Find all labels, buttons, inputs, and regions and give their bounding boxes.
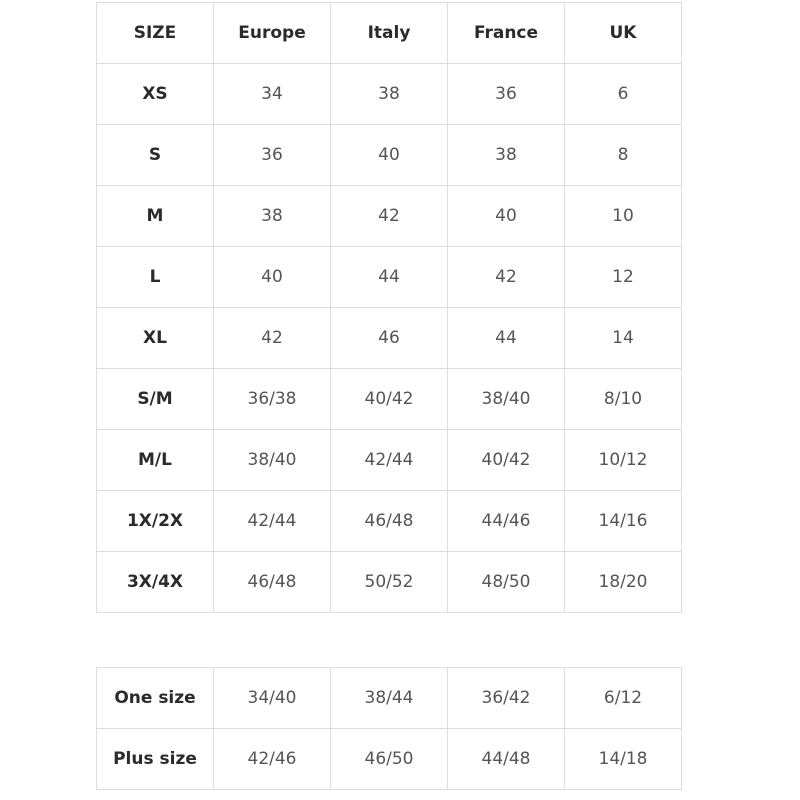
size-label-cell: S [96,124,214,186]
table-row: Plus size 42/46 46/50 44/48 14/18 [96,728,682,790]
size-value-cell: 42/44 [330,429,448,491]
size-value-cell: 44 [447,307,565,369]
size-value-cell: 36/42 [447,667,565,729]
table-row: 1X/2X 42/44 46/48 44/46 14/16 [96,490,682,552]
table-row: One size 34/40 38/44 36/42 6/12 [96,667,682,729]
size-value-cell: 42/46 [213,728,331,790]
column-header: Europe [213,2,331,64]
size-label-cell: 3X/4X [96,551,214,613]
table-row: 3X/4X 46/48 50/52 48/50 18/20 [96,551,682,613]
size-value-cell: 44 [330,246,448,308]
size-value-cell: 46/48 [213,551,331,613]
size-value-cell: 38 [213,185,331,247]
size-value-cell: 8 [564,124,682,186]
size-value-cell: 36/38 [213,368,331,430]
table-row: XL 42 46 44 14 [96,307,682,369]
size-label-cell: XL [96,307,214,369]
size-label-cell: 1X/2X [96,490,214,552]
size-value-cell: 38 [330,63,448,125]
table-row: M/L 38/40 42/44 40/42 10/12 [96,429,682,491]
size-value-cell: 50/52 [330,551,448,613]
size-value-cell: 36 [213,124,331,186]
column-header: UK [564,2,682,64]
size-value-cell: 38/44 [330,667,448,729]
table-row: S/M 36/38 40/42 38/40 8/10 [96,368,682,430]
size-label-cell: M [96,185,214,247]
size-value-cell: 14/16 [564,490,682,552]
size-value-cell: 12 [564,246,682,308]
size-value-cell: 44/46 [447,490,565,552]
size-value-cell: 46 [330,307,448,369]
size-value-cell: 10/12 [564,429,682,491]
size-value-cell: 14 [564,307,682,369]
size-value-cell: 40 [213,246,331,308]
size-value-cell: 40/42 [330,368,448,430]
size-value-cell: 42 [330,185,448,247]
size-value-cell: 10 [564,185,682,247]
size-value-cell: 14/18 [564,728,682,790]
size-value-cell: 6/12 [564,667,682,729]
size-value-cell: 38/40 [447,368,565,430]
size-value-cell: 40 [447,185,565,247]
header-row: SIZE Europe Italy France UK [96,2,682,64]
size-value-cell: 34 [213,63,331,125]
table-row: L 40 44 42 12 [96,246,682,308]
size-value-cell: 42/44 [213,490,331,552]
size-value-cell: 46/48 [330,490,448,552]
size-value-cell: 38/40 [213,429,331,491]
size-label-cell: S/M [96,368,214,430]
column-header: Italy [330,2,448,64]
size-value-cell: 38 [447,124,565,186]
size-label-cell: L [96,246,214,308]
column-header: SIZE [96,2,214,64]
size-label-cell: Plus size [96,728,214,790]
size-label-cell: XS [96,63,214,125]
column-header: France [447,2,565,64]
size-value-cell: 42 [447,246,565,308]
size-value-cell: 40/42 [447,429,565,491]
size-label-cell: M/L [96,429,214,491]
size-value-cell: 40 [330,124,448,186]
table-row: M 38 42 40 10 [96,185,682,247]
size-value-cell: 8/10 [564,368,682,430]
size-value-cell: 42 [213,307,331,369]
size-value-cell: 6 [564,63,682,125]
size-value-cell: 48/50 [447,551,565,613]
size-label-cell: One size [96,667,214,729]
size-value-cell: 36 [447,63,565,125]
table-row: XS 34 38 36 6 [96,63,682,125]
size-value-cell: 34/40 [213,667,331,729]
special-sizes-table: One size 34/40 38/44 36/42 6/12 Plus size 42/4… [96,667,682,790]
size-value-cell: 46/50 [330,728,448,790]
size-chart-table: SIZE Europe Italy France UK XS 34 38 36 6 S 36 40 38 8… [96,2,682,613]
table-row: S 36 40 38 8 [96,124,682,186]
size-value-cell: 18/20 [564,551,682,613]
size-value-cell: 44/48 [447,728,565,790]
